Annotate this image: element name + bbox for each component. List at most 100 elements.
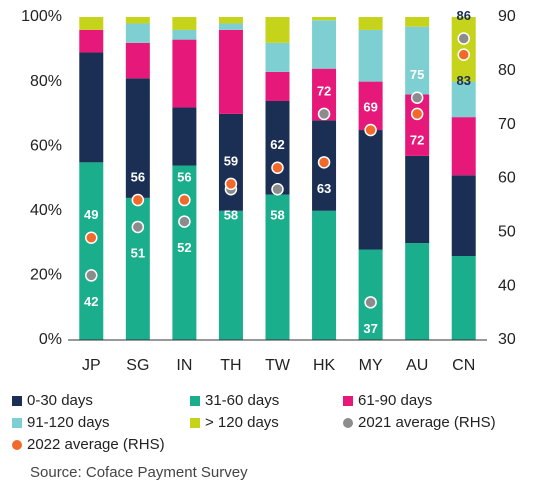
legend-label: 2022 average (RHS) [27,436,165,453]
average-dot [410,107,424,121]
bar-segment [172,17,197,30]
bar-segment [172,107,197,166]
y2-tick-label: 60 [498,170,516,187]
value-label: 49 [84,207,98,222]
y2-tick-label: 50 [498,224,516,241]
value-label: 69 [363,99,377,114]
value-label: 83 [456,73,470,88]
value-label: 62 [270,137,284,152]
legend-swatch [190,418,200,428]
average-dot [317,107,331,121]
bar-segment [405,17,430,27]
value-label: 37 [363,321,377,336]
average-dot [85,269,98,282]
average-dot [364,296,377,309]
bar-segment [79,17,104,30]
y2-tick-label: 70 [498,116,516,133]
average-dot [85,231,98,244]
bar-segment [312,20,337,69]
x-tick-label: TW [265,357,291,374]
average-dot [457,48,470,61]
value-label: 52 [177,240,191,255]
bar-segment [312,210,337,340]
average-dot [131,193,145,207]
average-dot [271,161,284,174]
average-dot [178,193,191,207]
bar-segment [265,100,290,195]
legend-swatch [190,396,200,406]
y-tick-label: 40% [30,202,62,219]
value-label: 56 [131,169,145,184]
legend-label: > 120 days [205,414,279,431]
average-dot [224,177,238,191]
bar-segment [405,155,430,244]
value-label: 51 [131,245,145,260]
average-dot [178,215,191,228]
bar-segment [451,256,476,340]
value-label: 58 [224,208,238,223]
legend-label: 2021 average (RHS) [358,414,496,431]
x-tick-label: JP [82,357,101,374]
bar-segment [405,243,430,340]
bar-segment [358,17,383,30]
bar-segment [125,197,150,340]
bar-segment [265,42,290,72]
bar-segment [405,94,430,156]
bar-segment [358,29,383,82]
average-dot [364,123,377,137]
bar-segment [125,42,150,79]
value-label: 59 [224,153,238,168]
bar-segment [125,17,150,24]
value-label: 75 [410,67,424,82]
y2-tick-label: 90 [498,8,516,25]
bar-segment [125,78,150,198]
average-dot [410,91,424,104]
value-label: 58 [270,208,284,223]
average-dot [271,183,284,196]
x-tick-label: MY [359,357,383,374]
bar-segment [265,71,290,101]
average-dot [457,32,470,45]
y-tick-label: 80% [30,73,62,90]
value-label: 72 [317,83,331,98]
average-dot [131,220,145,234]
y-tick-label: 0% [39,331,62,348]
bar-segment [218,23,243,30]
bar-segment [358,249,383,340]
bar-segment [125,23,150,43]
y2-tick-label: 40 [498,277,516,294]
legend-swatch [343,396,353,406]
average-dot [317,156,331,169]
x-tick-label: AU [406,357,428,374]
bar-segment [405,26,430,95]
bar-segment [172,29,197,40]
bar-segment [265,194,290,340]
legend-label: 61-90 days [358,392,432,409]
bar-segment [358,130,383,250]
legend-marker [12,440,22,450]
y-tick-label: 100% [21,8,62,25]
legend-swatch [12,396,22,406]
x-tick-label: HK [313,357,336,374]
value-label: 86 [456,8,470,23]
value-label: 42 [84,294,98,309]
y2-tick-label: 80 [498,62,516,79]
value-label: 63 [317,181,331,196]
bar-segment [172,39,197,108]
bar-segment [312,17,337,21]
bar-segment [218,17,243,24]
bar-segment [218,29,243,114]
legend-swatch [12,418,22,428]
x-tick-label: IN [176,357,192,374]
bar-segment [451,81,476,118]
y-tick-label: 60% [30,137,62,154]
x-tick-label: CN [452,357,475,374]
x-tick-label: SG [126,357,149,374]
bar-segment [79,29,104,53]
legend-label: 31-60 days [205,392,279,409]
bar-segment [451,117,476,176]
source: Source: Coface Payment Survey [30,464,248,481]
legend-label: 91-120 days [27,414,110,431]
legend-label: 0-30 days [27,392,93,409]
